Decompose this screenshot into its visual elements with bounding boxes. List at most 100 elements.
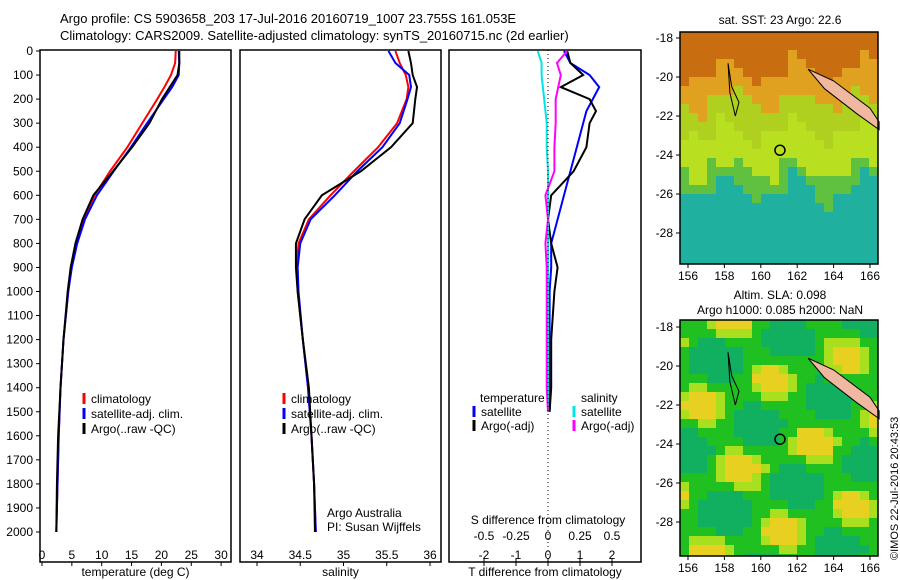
map-cell <box>779 437 788 446</box>
map-cell <box>788 392 797 401</box>
map-cell <box>743 527 752 536</box>
map-cell <box>788 410 797 419</box>
map-cell <box>815 212 824 221</box>
map-cell <box>743 410 752 419</box>
map-cell <box>779 455 788 464</box>
map-cell <box>779 104 788 113</box>
map-cell <box>779 347 788 356</box>
map-cell <box>716 401 725 410</box>
map-cell <box>797 518 806 527</box>
map-cell <box>752 95 761 104</box>
map-cell <box>734 50 743 59</box>
map-cell <box>743 320 752 329</box>
map-cell <box>689 176 698 185</box>
map-cell <box>725 239 734 248</box>
map-cell <box>743 149 752 158</box>
x2-tick-label: -0.5 <box>474 529 495 543</box>
map-cell <box>689 41 698 50</box>
x-tick-label: 10 <box>95 548 109 562</box>
map-cell <box>779 41 788 50</box>
map-cell <box>815 446 824 455</box>
map-cell <box>815 158 824 167</box>
map-cell <box>806 509 815 518</box>
map-cell <box>833 122 842 131</box>
map-cell <box>716 500 725 509</box>
map-cell <box>833 113 842 122</box>
map-cell <box>860 491 869 500</box>
map-cell <box>788 86 797 95</box>
map-cell <box>860 176 869 185</box>
map-cell <box>779 545 788 554</box>
map-cell <box>698 221 707 230</box>
map-cell <box>761 239 770 248</box>
map-cell <box>743 239 752 248</box>
map-cell <box>698 545 707 554</box>
map-cell <box>752 446 761 455</box>
map-cell <box>752 401 761 410</box>
map-cell <box>806 329 815 338</box>
x-tick-label: 34 <box>250 548 264 562</box>
map-cell <box>698 491 707 500</box>
map-cell <box>761 131 770 140</box>
map-cell <box>725 401 734 410</box>
map-cell <box>734 536 743 545</box>
map-cell <box>815 32 824 41</box>
map-cell <box>824 347 833 356</box>
map-cell <box>869 338 878 347</box>
map-cell <box>752 509 761 518</box>
map-cell <box>797 455 806 464</box>
map-cell <box>806 104 815 113</box>
map-cell <box>689 140 698 149</box>
map-cell <box>743 419 752 428</box>
map-cell <box>743 185 752 194</box>
map-cell <box>842 158 851 167</box>
map-cell <box>698 437 707 446</box>
map-cell <box>842 347 851 356</box>
map-cell <box>743 59 752 68</box>
map-cell <box>833 491 842 500</box>
map-cell <box>779 446 788 455</box>
map-cell <box>851 356 860 365</box>
map-cell <box>860 185 869 194</box>
map-cell <box>833 419 842 428</box>
map-cell <box>770 176 779 185</box>
map-cell <box>824 167 833 176</box>
x-axis-label: temperature (deg C) <box>81 565 189 579</box>
map-cell <box>824 32 833 41</box>
map-cell <box>752 122 761 131</box>
map-cell <box>833 464 842 473</box>
map-cell <box>716 455 725 464</box>
map-cell <box>815 437 824 446</box>
map-cell <box>734 482 743 491</box>
legend-label: satellite-adj. clim. <box>91 407 183 421</box>
map-cell <box>743 464 752 473</box>
map-cell <box>770 437 779 446</box>
map-cell <box>833 176 842 185</box>
map-cell <box>824 410 833 419</box>
map-cell <box>869 329 878 338</box>
map-cell <box>851 536 860 545</box>
map-cell <box>851 167 860 176</box>
map-cell <box>689 392 698 401</box>
map-cell <box>797 59 806 68</box>
map-cell <box>860 410 869 419</box>
map-cell <box>788 176 797 185</box>
map-cell <box>680 347 689 356</box>
map-cell <box>734 131 743 140</box>
map-cell <box>842 59 851 68</box>
map-cell <box>851 365 860 374</box>
map-cell <box>716 473 725 482</box>
map-cell <box>869 32 878 41</box>
map-cell <box>779 113 788 122</box>
map-cell <box>833 365 842 374</box>
map-cell <box>779 77 788 86</box>
map-cell <box>770 482 779 491</box>
map-cell <box>698 176 707 185</box>
map-cell <box>761 509 770 518</box>
y-tick-label: 1200 <box>6 333 33 347</box>
map-cell <box>725 248 734 257</box>
map-cell <box>824 392 833 401</box>
map-cell <box>680 473 689 482</box>
map-cell <box>860 365 869 374</box>
